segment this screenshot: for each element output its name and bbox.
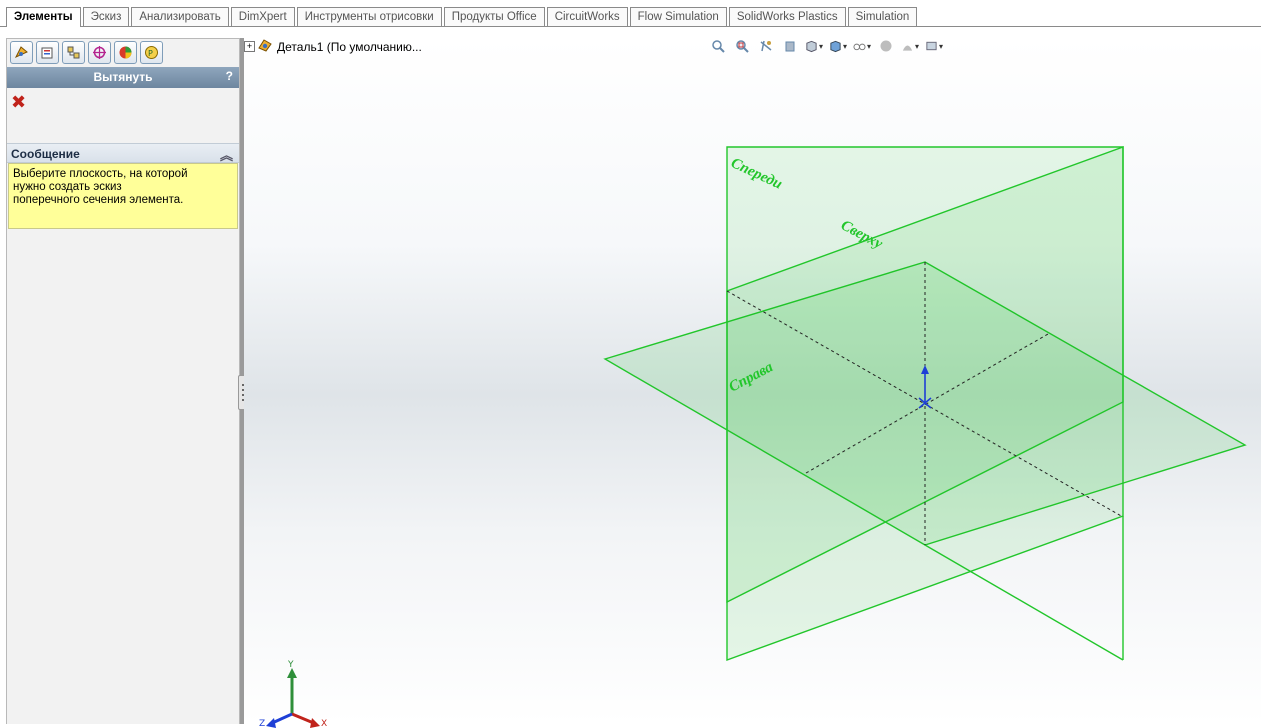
svg-text:P: P bbox=[148, 49, 153, 58]
configuration-manager-icon[interactable] bbox=[62, 41, 85, 64]
display-manager-icon[interactable] bbox=[114, 41, 137, 64]
zoom-area-icon[interactable] bbox=[733, 38, 751, 54]
tab-baseline bbox=[0, 26, 1261, 27]
zoom-to-fit-icon[interactable] bbox=[709, 38, 727, 54]
tab-office-products[interactable]: Продукты Office bbox=[443, 7, 545, 26]
property-manager-panel: P Вытянуть ? ✖ Сообщение ︽ Выберите плос… bbox=[6, 38, 240, 724]
tab-sketch[interactable]: Эскиз bbox=[82, 7, 130, 26]
feature-tree-root[interactable]: + Деталь1 (По умолчанию... bbox=[244, 38, 422, 55]
part-name: Деталь1 (По умолчанию... bbox=[277, 39, 422, 54]
part-icon bbox=[257, 38, 273, 55]
tab-solidworks-plastics[interactable]: SolidWorks Plastics bbox=[728, 7, 846, 26]
tab-circuitworks[interactable]: CircuitWorks bbox=[546, 7, 628, 26]
feature-manager-icon[interactable] bbox=[10, 41, 33, 64]
tab-render-tools[interactable]: Инструменты отрисовки bbox=[296, 7, 442, 26]
help-button[interactable]: ? bbox=[225, 69, 233, 83]
tab-dimxpert[interactable]: DimXpert bbox=[230, 7, 295, 26]
dimxpert-manager-icon[interactable] bbox=[88, 41, 111, 64]
previous-view-icon[interactable] bbox=[757, 38, 775, 54]
message-text: Выберите плоскость, на которой нужно соз… bbox=[8, 163, 238, 229]
display-style-icon[interactable]: ▾ bbox=[829, 38, 847, 54]
property-manager-title-bar: Вытянуть ? bbox=[7, 67, 239, 88]
view-orientation-icon[interactable]: ▾ bbox=[805, 38, 823, 54]
tab-strip: Элементы Эскиз Анализировать DimXpert Ин… bbox=[6, 7, 919, 27]
cancel-button[interactable]: ✖ bbox=[11, 92, 27, 113]
tab-evaluate[interactable]: Анализировать bbox=[131, 7, 229, 26]
view-settings-icon[interactable]: ▾ bbox=[925, 38, 943, 54]
apply-scene-icon[interactable]: ▾ bbox=[901, 38, 919, 54]
property-manager-icon[interactable] bbox=[36, 41, 59, 64]
tab-features[interactable]: Элементы bbox=[6, 7, 81, 27]
edit-appearance-icon[interactable] bbox=[877, 38, 895, 54]
tab-simulation[interactable]: Simulation bbox=[847, 7, 918, 26]
heads-up-view-toolbar: ▾ ▾ ▾ ▾ ▾ bbox=[709, 38, 949, 54]
reference-planes[interactable]: Спереди Сверху Справа bbox=[244, 38, 1261, 724]
graphics-area[interactable]: Спереди Сверху Справа + Деталь1 (По умол… bbox=[244, 38, 1261, 728]
hide-show-items-icon[interactable]: ▾ bbox=[853, 38, 871, 54]
manager-tabs: P bbox=[10, 41, 166, 64]
collapse-icon[interactable]: ︽ bbox=[219, 148, 233, 163]
command-manager-tabs: Элементы Эскиз Анализировать DimXpert Ин… bbox=[0, 0, 1261, 30]
expand-toggle[interactable]: + bbox=[244, 41, 255, 52]
property-manager-title: Вытянуть bbox=[93, 70, 153, 84]
section-view-icon[interactable] bbox=[781, 38, 799, 54]
cam-icon[interactable]: P bbox=[140, 41, 163, 64]
message-header-label: Сообщение bbox=[11, 147, 80, 161]
tab-flow-simulation[interactable]: Flow Simulation bbox=[629, 7, 727, 26]
reference-triad: Y X Z bbox=[259, 660, 327, 728]
message-group-header[interactable]: Сообщение ︽ bbox=[7, 143, 239, 163]
triad-y-label: Y bbox=[287, 660, 294, 670]
